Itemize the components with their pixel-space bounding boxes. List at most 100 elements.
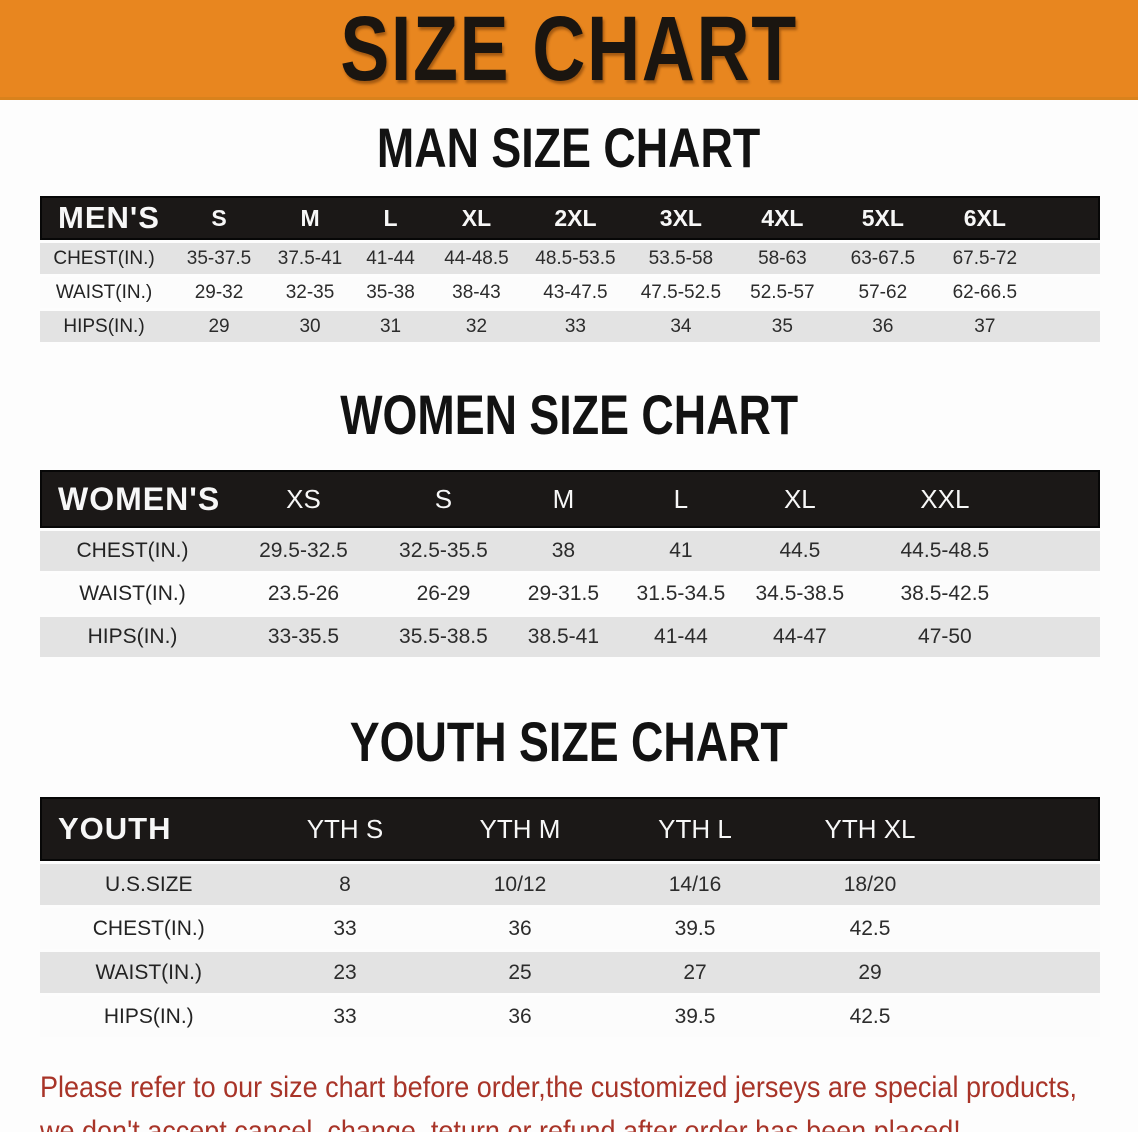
size-value-cell: 34: [628, 311, 733, 342]
size-value-cell: 32.5-35.5: [381, 531, 505, 571]
spacer-cell: [1029, 470, 1100, 528]
spacer-cell: [957, 864, 1100, 905]
size-value-cell: 33: [521, 311, 629, 342]
size-column-header: 6XL: [933, 196, 1036, 240]
size-value-cell: 57-62: [831, 277, 934, 308]
women-size-table: WOMEN'S XS S M L XL XXL CHEST(IN.) 29.5-32.5 32.5…: [40, 467, 1100, 660]
size-value-cell: 35-38: [350, 277, 431, 308]
row-label: HIPS(IN.): [40, 311, 169, 342]
table-corner-label: MEN'S: [40, 196, 169, 240]
women-section-heading-text: WOMEN SIZE CHART: [340, 383, 798, 446]
measure-row: HIPS(IN.) 33 36 39.5 42.5: [40, 996, 1100, 1037]
size-column-header: YTH L: [607, 797, 783, 861]
row-label: HIPS(IN.): [40, 617, 225, 657]
disclaimer-line-1: Please refer to our size chart before or…: [40, 1071, 1078, 1104]
size-column-header: XL: [431, 196, 522, 240]
size-value-cell: 52.5-57: [732, 277, 832, 308]
size-value-cell: 26-29: [381, 574, 505, 614]
size-value-cell: 33-35.5: [224, 617, 382, 657]
disclaimer-line-2: we don't accept cancel, change, teturn o…: [40, 1115, 961, 1132]
size-value-cell: 42.5: [782, 996, 958, 1037]
size-value-cell: 29: [168, 311, 271, 342]
size-column-header: 4XL: [732, 196, 832, 240]
size-value-cell: 10/12: [432, 864, 608, 905]
size-value-cell: 44.5-48.5: [859, 531, 1030, 571]
spacer-cell: [1035, 311, 1100, 342]
size-column-header: 5XL: [831, 196, 934, 240]
size-column-header: L: [350, 196, 431, 240]
size-value-cell: 62-66.5: [933, 277, 1036, 308]
size-value-cell: 35.5-38.5: [381, 617, 505, 657]
size-value-cell: 29: [782, 952, 958, 993]
table-corner-label: YOUTH: [40, 797, 258, 861]
size-value-cell: 58-63: [732, 243, 832, 274]
size-value-cell: 38-43: [431, 277, 522, 308]
row-label: WAIST(IN.): [40, 277, 169, 308]
size-value-cell: 27: [607, 952, 783, 993]
spacer-cell: [1029, 574, 1100, 614]
size-column-header: XXL: [859, 470, 1030, 528]
size-value-cell: 23: [257, 952, 433, 993]
table-corner-label: WOMEN'S: [40, 470, 225, 528]
row-label: CHEST(IN.): [40, 908, 258, 949]
size-value-cell: 33: [257, 996, 433, 1037]
banner-title: SIZE CHART: [340, 0, 798, 100]
size-value-cell: 38.5-42.5: [859, 574, 1030, 614]
size-column-header: S: [381, 470, 505, 528]
size-value-cell: 31.5-34.5: [621, 574, 740, 614]
size-value-cell: 18/20: [782, 864, 958, 905]
measure-row: WAIST(IN.) 29-32 32-35 35-38 38-43 43-47.5 47.…: [40, 277, 1100, 308]
size-value-cell: 32-35: [270, 277, 351, 308]
row-label: CHEST(IN.): [40, 531, 225, 571]
size-column-header: XL: [739, 470, 860, 528]
spacer-cell: [1035, 243, 1100, 274]
size-value-cell: 32: [431, 311, 522, 342]
size-value-cell: 47-50: [859, 617, 1030, 657]
disclaimer-text: Please refer to our size chart before or…: [40, 1066, 1138, 1132]
spacer-cell: [1029, 617, 1100, 657]
size-column-header: YTH M: [432, 797, 608, 861]
size-value-cell: 42.5: [782, 908, 958, 949]
row-label: WAIST(IN.): [40, 574, 225, 614]
spacer-cell: [957, 908, 1100, 949]
size-value-cell: 33: [257, 908, 433, 949]
size-value-cell: 44-48.5: [431, 243, 522, 274]
size-value-cell: 44-47: [739, 617, 860, 657]
size-value-cell: 30: [270, 311, 351, 342]
measure-row: CHEST(IN.) 33 36 39.5 42.5: [40, 908, 1100, 949]
youth-section-heading-text: YOUTH SIZE CHART: [349, 710, 789, 773]
size-value-cell: 25: [432, 952, 608, 993]
measure-row: WAIST(IN.) 23 25 27 29: [40, 952, 1100, 993]
size-value-cell: 48.5-53.5: [521, 243, 629, 274]
size-column-header: XS: [224, 470, 382, 528]
size-value-cell: 47.5-52.5: [628, 277, 733, 308]
size-column-header: S: [168, 196, 271, 240]
size-value-cell: 36: [831, 311, 934, 342]
size-value-cell: 44.5: [739, 531, 860, 571]
men-section-heading-text: MAN SIZE CHART: [377, 116, 761, 179]
size-value-cell: 34.5-38.5: [739, 574, 860, 614]
men-section-heading: MAN SIZE CHART: [0, 120, 1138, 176]
youth-size-table: YOUTH YTH S YTH M YTH L YTH XL U.S.SIZE 8 10/12…: [40, 794, 1100, 1040]
men-size-table: MEN'S S M L XL 2XL 3XL 4XL 5XL 6XL CHEST(IN.) 35-37…: [40, 193, 1100, 345]
women-section-heading: WOMEN SIZE CHART: [0, 387, 1138, 443]
size-value-cell: 36: [432, 996, 608, 1037]
size-value-cell: 38: [504, 531, 622, 571]
spacer-cell: [1035, 196, 1100, 240]
size-value-cell: 35-37.5: [168, 243, 271, 274]
size-value-cell: 41: [621, 531, 740, 571]
size-value-cell: 53.5-58: [628, 243, 733, 274]
size-value-cell: 29-31.5: [504, 574, 622, 614]
row-label: CHEST(IN.): [40, 243, 169, 274]
size-column-header: YTH XL: [782, 797, 958, 861]
size-value-cell: 36: [432, 908, 608, 949]
size-column-header: M: [270, 196, 351, 240]
measure-row: HIPS(IN.) 29 30 31 32 33 34 35 36 37: [40, 311, 1100, 342]
size-column-header: YTH S: [257, 797, 433, 861]
size-value-cell: 43-47.5: [521, 277, 629, 308]
size-column-header: 3XL: [628, 196, 733, 240]
size-value-cell: 63-67.5: [831, 243, 934, 274]
size-value-cell: 37.5-41: [270, 243, 351, 274]
measure-row: U.S.SIZE 8 10/12 14/16 18/20: [40, 864, 1100, 905]
size-value-cell: 8: [257, 864, 433, 905]
